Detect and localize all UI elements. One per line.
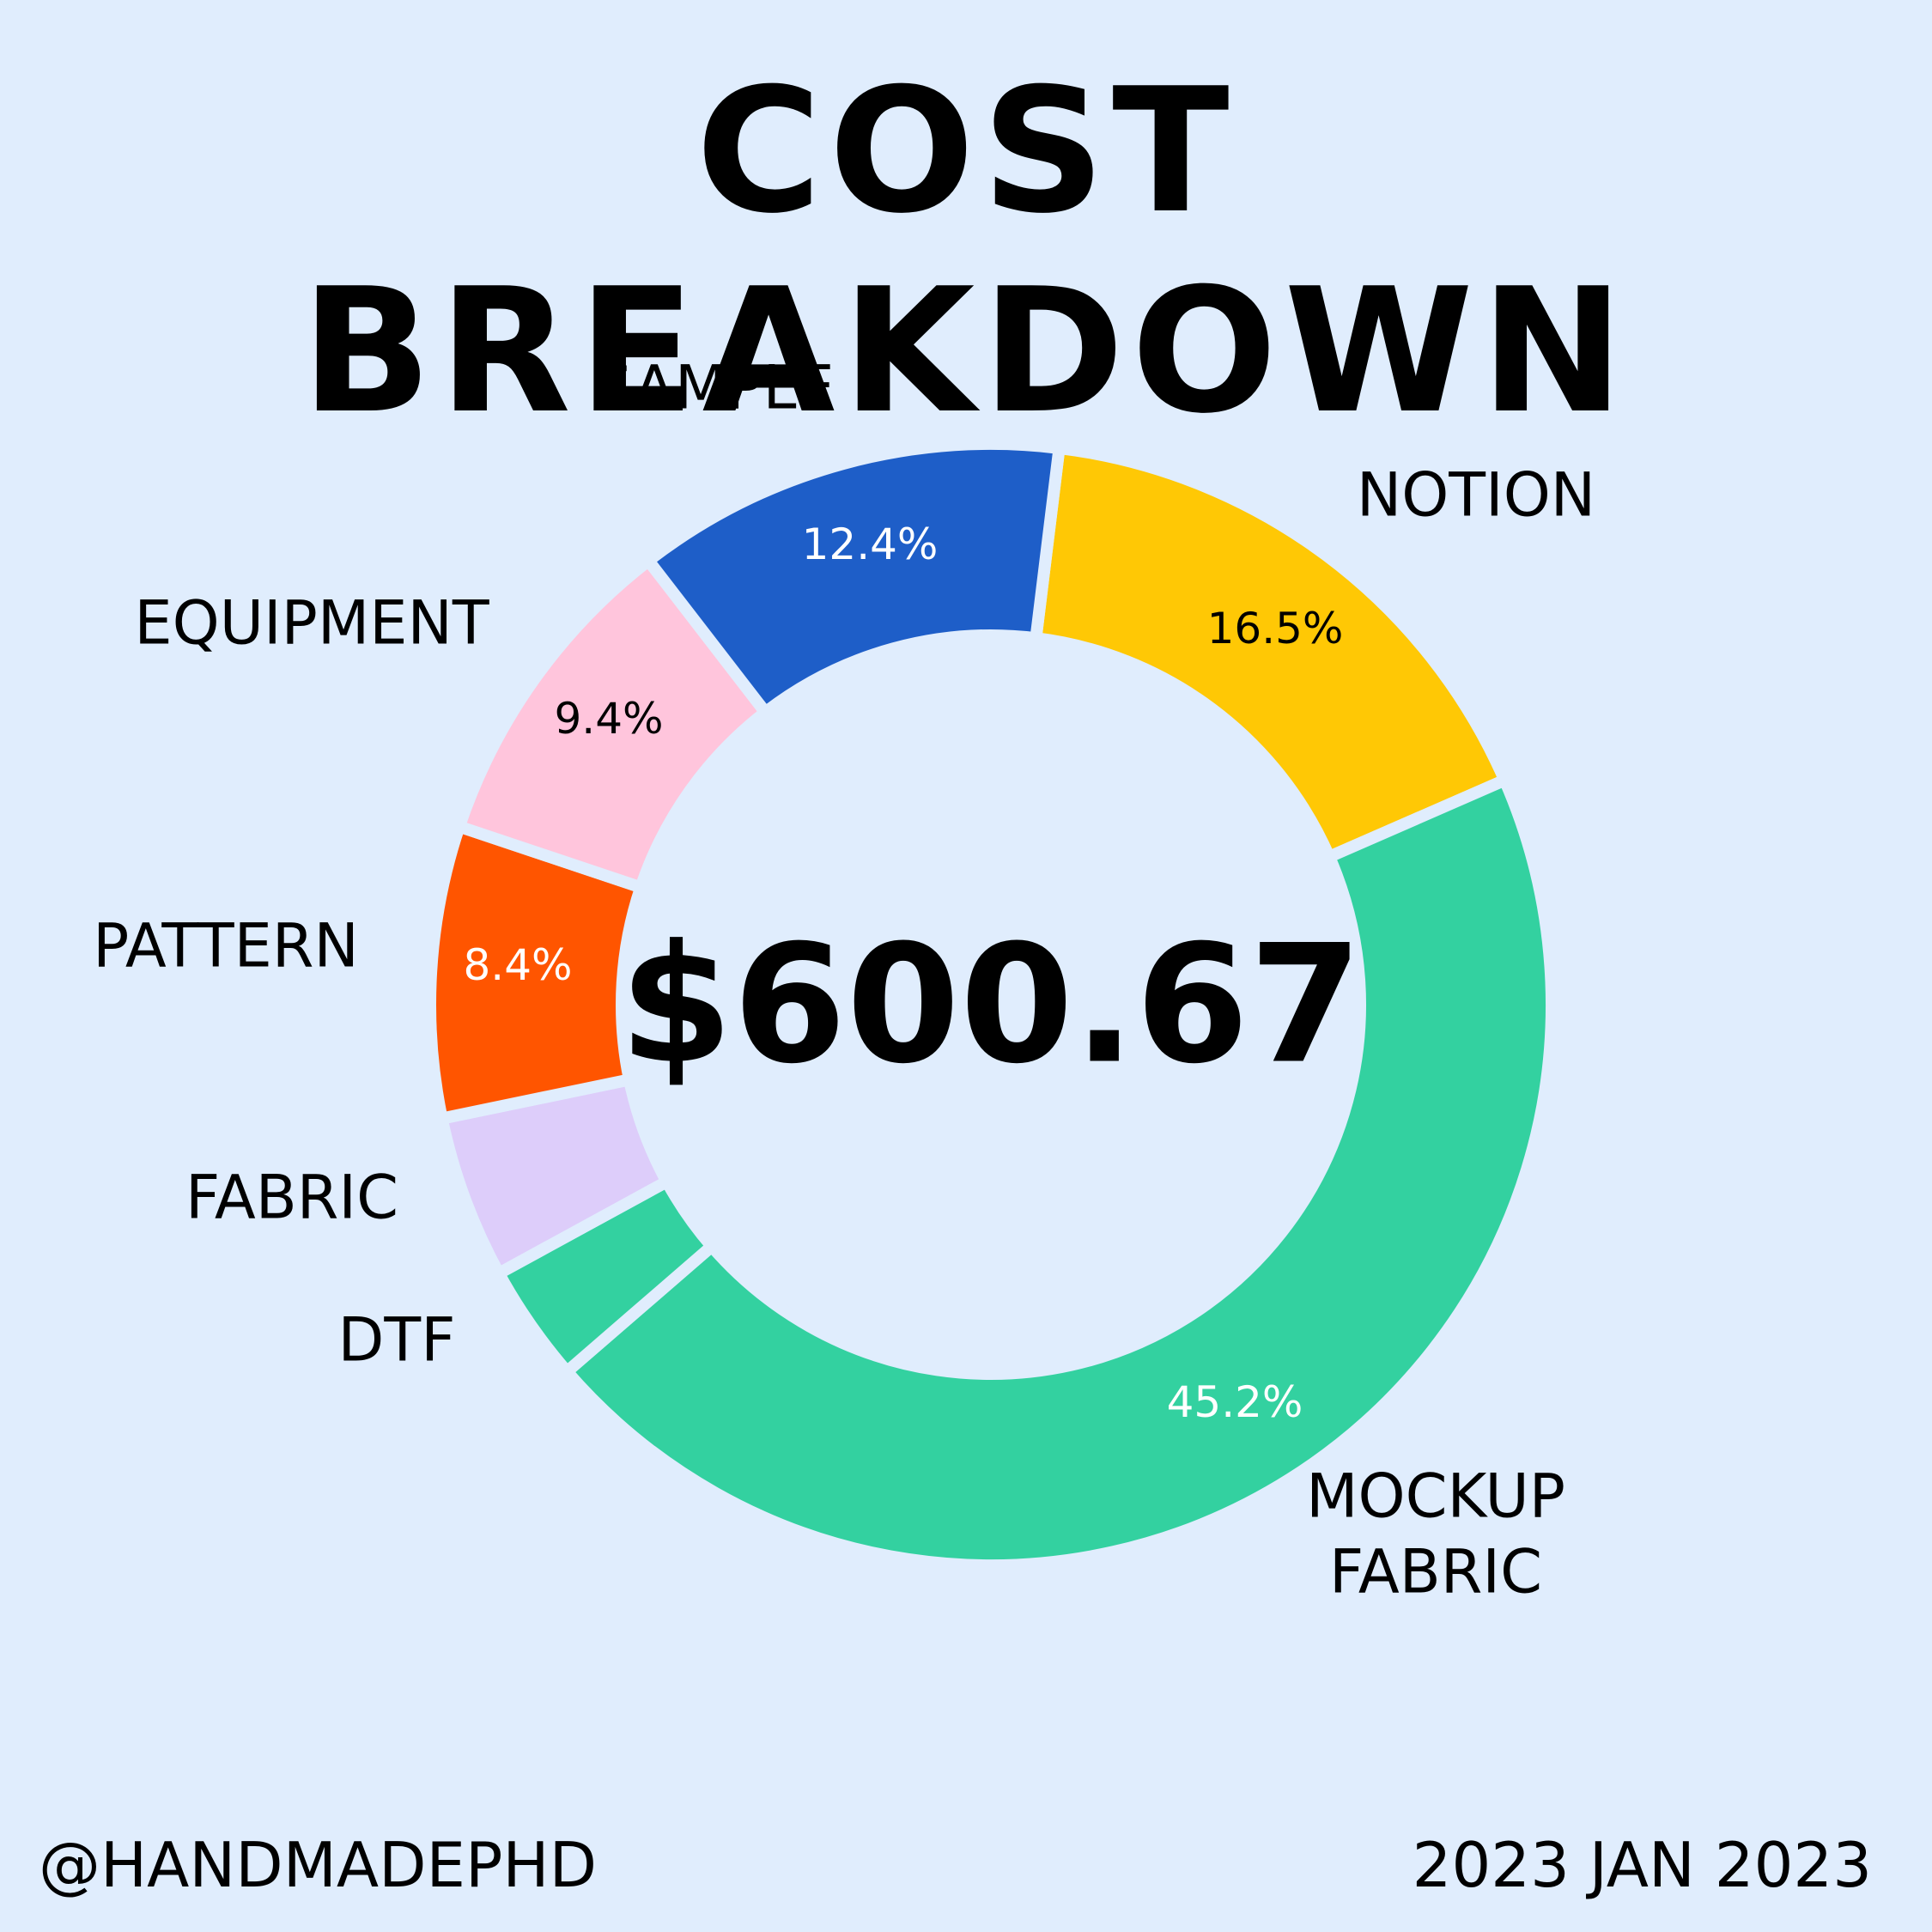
category-label: PATTERN <box>93 910 359 981</box>
footer-handle: @HANDMADEPHD <box>39 1829 598 1901</box>
chart-title: COST BREAKDOWN <box>301 52 1631 452</box>
donut-segment <box>1029 441 1513 866</box>
value-label: 16.5% <box>1206 604 1344 653</box>
value-label: 8.4% <box>463 940 573 990</box>
donut-segment <box>640 438 1066 721</box>
category-label: FABRIC <box>185 1162 398 1233</box>
value-label: 12.4% <box>801 519 939 569</box>
center-total: $600.67 <box>619 909 1363 1100</box>
category-label: EQUIPMENT <box>134 587 489 659</box>
donut-segment <box>558 772 1558 1571</box>
category-label: NOTION <box>1356 459 1596 531</box>
value-label: 9.4% <box>554 694 664 744</box>
category-label: DTF <box>337 1304 456 1376</box>
category-label: MOCKUP FABRIC <box>1306 1461 1565 1607</box>
footer-date: 2023 JAN 2023 <box>1412 1829 1872 1901</box>
category-label: SAMPLE <box>594 352 835 423</box>
value-label: 45.2% <box>1166 1377 1303 1427</box>
